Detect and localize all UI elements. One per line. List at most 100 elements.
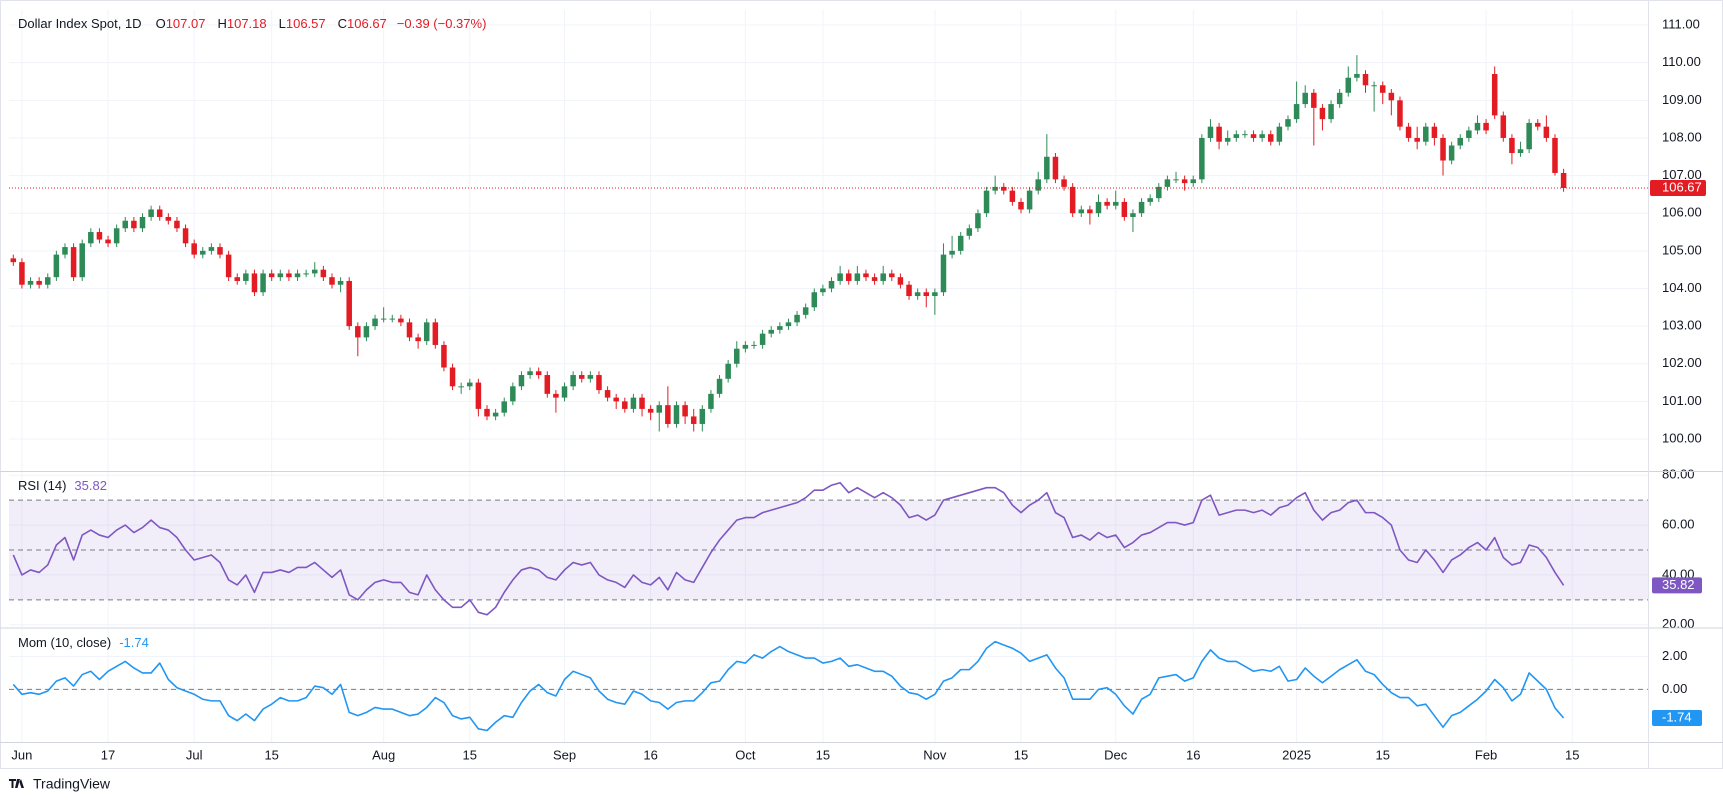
- candle-body: [596, 375, 602, 391]
- candle-body: [251, 273, 258, 293]
- x-tick-label: Feb: [1475, 747, 1497, 762]
- candle-body: [1276, 126, 1283, 142]
- candle-body: [234, 277, 240, 281]
- candle-body: [1474, 122, 1481, 131]
- candle-body: [19, 262, 25, 285]
- candle-body: [957, 235, 964, 251]
- y-tick-label: 101.00: [1662, 393, 1702, 408]
- candle-body: [174, 220, 180, 229]
- x-tick-label: 15: [463, 747, 477, 762]
- candle-body: [96, 232, 103, 240]
- candle-body: [225, 254, 232, 278]
- candle-body: [320, 269, 327, 278]
- candle-body: [1112, 201, 1119, 206]
- candle-body: [1207, 126, 1214, 138]
- candle-body: [1035, 179, 1041, 191]
- x-tick-label: Nov: [923, 747, 947, 762]
- candle-body: [441, 344, 447, 368]
- candle-body: [1457, 137, 1463, 146]
- candle-body: [975, 213, 981, 229]
- candle-body: [578, 375, 585, 379]
- ohlc-label: C: [338, 16, 347, 31]
- last-value-box: [1652, 709, 1702, 726]
- candle-body: [70, 247, 77, 278]
- candle-body: [191, 243, 197, 255]
- candle-body: [1354, 73, 1360, 78]
- candle-body: [432, 322, 439, 345]
- candle-body: [131, 220, 137, 229]
- candle-body: [1199, 137, 1205, 180]
- candle-body: [751, 344, 757, 346]
- x-tick-label: Dec: [1104, 747, 1128, 762]
- symbol-title: Dollar Index Spot, 1D: [18, 16, 142, 31]
- candle-body: [622, 401, 628, 409]
- candle-body: [148, 209, 154, 217]
- candle-body: [1138, 201, 1145, 214]
- candle-body: [363, 326, 370, 338]
- candle-body: [811, 292, 818, 308]
- candle-body: [1517, 149, 1524, 154]
- candle-body: [1552, 137, 1558, 173]
- last-price-box: [1650, 180, 1706, 197]
- candle-body: [682, 405, 688, 417]
- candle-body: [467, 382, 473, 387]
- candle-body: [587, 375, 594, 379]
- candle-body: [406, 322, 413, 338]
- x-tick-label: 2025: [1282, 747, 1311, 762]
- candle-body: [889, 273, 895, 278]
- candle-body: [45, 277, 51, 285]
- candle-body: [501, 401, 507, 413]
- candle-body: [699, 408, 706, 424]
- candle-body: [1466, 130, 1472, 138]
- candle-body: [217, 247, 223, 255]
- candle-body: [355, 326, 361, 338]
- candle-body: [777, 326, 783, 330]
- y-tick-label: 102.00: [1662, 355, 1702, 370]
- candle-body: [1044, 156, 1050, 180]
- y-tick-label: 103.00: [1662, 318, 1702, 333]
- y-tick-label: 104.00: [1662, 280, 1702, 295]
- candle-body: [949, 250, 955, 255]
- candle-body: [182, 228, 189, 244]
- candle-body: [794, 314, 800, 323]
- y-tick-label: 110.00: [1662, 54, 1701, 69]
- candle-body: [1026, 190, 1033, 210]
- x-tick-label: 15: [816, 747, 830, 762]
- candle-body: [53, 254, 60, 278]
- last-price-label: 106.67: [1662, 179, 1702, 194]
- x-tick-label: 15: [264, 747, 278, 762]
- x-tick-label: Jul: [186, 747, 203, 762]
- candle-body: [880, 273, 886, 281]
- candle-body: [1147, 198, 1153, 202]
- candle-body: [992, 186, 998, 191]
- candle-body: [415, 337, 421, 342]
- candle-body: [36, 280, 42, 285]
- candle-body: [1440, 137, 1446, 161]
- candle-body: [820, 288, 826, 293]
- candle-body: [854, 273, 861, 281]
- ohlc-label: O: [156, 16, 166, 31]
- y-tick-label: 80.00: [1662, 467, 1695, 482]
- candle-body: [1560, 172, 1567, 189]
- candle-body: [62, 247, 68, 255]
- candle-body: [785, 322, 792, 327]
- y-tick-label: 60.00: [1662, 517, 1695, 532]
- candle-body: [1018, 201, 1024, 210]
- candle-body: [518, 375, 525, 387]
- indicator-header: Mom (10, close) -1.74: [18, 635, 149, 650]
- candle-body: [802, 307, 809, 315]
- candle-body: [1311, 92, 1317, 108]
- candle-body: [1216, 126, 1222, 142]
- candle-body: [1302, 92, 1308, 105]
- candle-body: [1224, 137, 1231, 142]
- candle-body: [380, 318, 387, 320]
- candle-body: [1001, 186, 1007, 191]
- candle-body: [1509, 137, 1515, 154]
- y-tick-label: 109.00: [1662, 92, 1702, 107]
- y-tick-label: 0.00: [1662, 681, 1687, 696]
- y-tick-label: 106.00: [1662, 205, 1702, 220]
- x-tick-label: 15: [1375, 747, 1389, 762]
- candle-body: [923, 292, 930, 297]
- candle-body: [346, 280, 352, 327]
